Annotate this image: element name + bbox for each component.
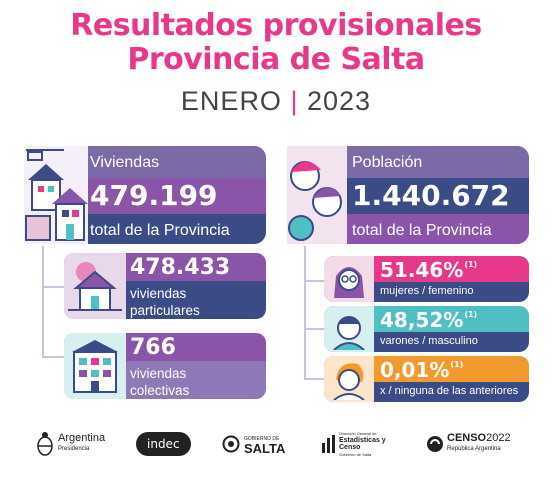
- stats-graph-icon: [322, 435, 335, 453]
- poblacion-connector-3: [304, 328, 326, 380]
- varones-value: 48,52%(1): [380, 308, 477, 332]
- particulares-value: 478.433: [130, 255, 231, 280]
- censo-logo: CENSO2022 República Argentina: [426, 428, 511, 460]
- colectivas-value: 766: [130, 335, 176, 360]
- particulares-line2: particulares: [130, 303, 200, 318]
- title-line-2: Provincia de Salta: [127, 42, 425, 77]
- salta-seal-icon: [222, 435, 240, 453]
- ninguna-note: (1): [450, 360, 464, 369]
- mujeres-note: (1): [464, 260, 478, 269]
- logo-row: Argentina Presidencia indec GOBIERNO DE …: [0, 428, 552, 460]
- dir-line4: Gobierno de Salta: [339, 452, 372, 457]
- salta-text: SALTA: [244, 441, 286, 456]
- viviendas-total-caption: total de la Provincia: [90, 222, 230, 239]
- censo-sub: República Argentina: [447, 446, 501, 452]
- varones-note: (1): [464, 310, 478, 319]
- mujeres-value: 51.46%(1): [380, 258, 477, 282]
- varones-value-text: 48,52%: [380, 308, 464, 332]
- dir-line3: Censo: [339, 444, 361, 451]
- dir-line2: Estadísticas y: [339, 437, 386, 444]
- people-illustration: [287, 146, 347, 244]
- censo-icon: [427, 436, 443, 452]
- poblacion-total-caption: total de la Provincia: [352, 222, 492, 239]
- ninguna-value: 0,01%(1): [380, 358, 463, 382]
- viviendas-connector-1: [42, 246, 66, 288]
- mujeres-value-text: 51.46%: [380, 258, 464, 282]
- colectivas-line1: viviendas: [130, 366, 187, 381]
- house-icon: [68, 262, 122, 311]
- title-line-1: Resultados provisionales: [70, 8, 482, 43]
- viviendas-label: Viviendas: [90, 154, 160, 171]
- argentina-sub: Presidencia: [58, 446, 90, 452]
- poblacion-total: 1.440.672: [352, 179, 510, 212]
- indec-text: indec: [136, 432, 191, 456]
- poblacion-connector-2: [304, 280, 326, 330]
- ninguna-value-text: 0,01%: [380, 358, 450, 382]
- poblacion-connector-1: [304, 246, 326, 282]
- coat-of-arms-icon: [37, 432, 53, 456]
- ninguna-caption: x / ninguna de las anteriores: [380, 385, 519, 397]
- person-face-icon: [333, 363, 365, 400]
- woman-face-icon: [334, 267, 364, 298]
- indec-logo: indec: [136, 428, 191, 460]
- argentina-text: Argentina: [58, 432, 106, 444]
- varones-caption: varones / masculino: [380, 335, 478, 347]
- censo-title: CENSO2022: [447, 433, 511, 444]
- subtitle: ENERO | 2023: [0, 86, 552, 117]
- censo-text: CENSO: [447, 432, 487, 444]
- particulares-line1: viviendas: [130, 286, 187, 301]
- salta-top: GOBIERNO DE: [244, 436, 280, 442]
- viviendas-total: 479.199: [90, 179, 218, 212]
- building-icon: [72, 340, 118, 393]
- mujeres-caption: mujeres / femenino: [380, 285, 474, 297]
- salta-logo: GOBIERNO DE SALTA: [222, 428, 285, 460]
- censo-year: 2022: [486, 432, 511, 444]
- houses-illustration: [24, 146, 88, 244]
- man-face-icon: [333, 316, 365, 350]
- subtitle-separator: |: [290, 86, 299, 116]
- poblacion-label: Población: [352, 154, 423, 171]
- argentina-logo: Argentina Presidencia: [36, 428, 105, 460]
- subtitle-month: ENERO: [180, 86, 282, 116]
- dir-line1: Dirección General de: [339, 431, 377, 436]
- estadisticas-logo: Dirección General de Estadísticas y Cens…: [322, 428, 386, 460]
- subtitle-year: 2023: [307, 86, 372, 116]
- colectivas-line2: colectivas: [130, 383, 190, 398]
- viviendas-connector-2: [42, 286, 66, 358]
